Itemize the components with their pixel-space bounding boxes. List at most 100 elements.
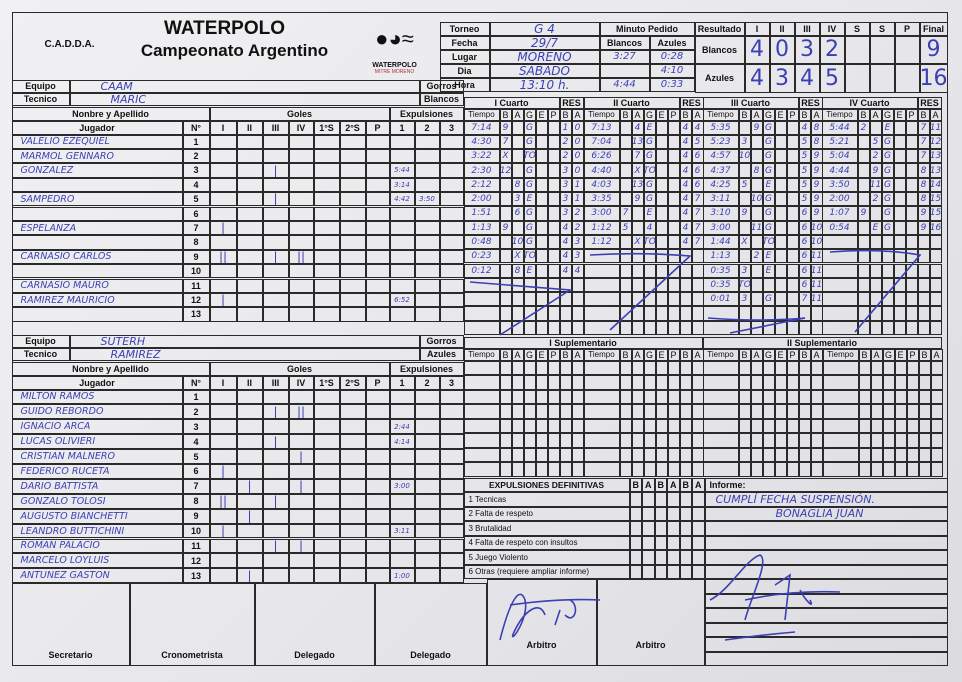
supplementary-cell (702, 375, 739, 390)
supplementary-cell (583, 447, 620, 462)
quarter-cell (619, 277, 632, 293)
informe-line (704, 637, 948, 652)
goal-tally (236, 553, 263, 569)
quarter-cell (547, 134, 560, 150)
quarter-cell: G (881, 220, 894, 235)
quarter-cell: 3:50 (821, 177, 858, 192)
jugador-header: Jugador (11, 120, 183, 135)
match-value-fecha: 29/7 (489, 35, 600, 50)
goal-tally (365, 278, 390, 293)
supplementary-cell (667, 389, 680, 404)
supplementary-cell (655, 462, 668, 477)
supplementary-cell (786, 404, 799, 419)
quarter-cell: E (869, 220, 882, 235)
goal-tally (365, 307, 390, 322)
quarter-cell (774, 163, 787, 178)
supplementary-cell (762, 404, 775, 419)
supplementary-cell (738, 375, 751, 390)
player-name: FEDERICO RUCETA (11, 464, 183, 479)
quarter-col-header: Tiempo (463, 108, 500, 121)
goal-tally (365, 220, 390, 236)
supplementary-cell (786, 375, 799, 390)
goal-tally (313, 478, 340, 494)
supplementary-cell (631, 462, 644, 477)
supplementary-cell (822, 418, 859, 433)
quarter-cell: 2:00 (463, 192, 500, 207)
quarter-cell (535, 277, 548, 293)
expulsion-cell (692, 550, 705, 565)
quarter-cell: E (762, 263, 775, 278)
quarter-cell: 4:30 (463, 134, 500, 150)
exclusion-time (414, 220, 440, 236)
goal-tally (262, 134, 289, 149)
player-number: 2 (182, 148, 210, 164)
expulsion-cell (667, 492, 680, 507)
result-col-header: P (894, 21, 920, 36)
goal-tally (236, 206, 263, 221)
quarter-cell (905, 320, 918, 335)
exclusion-time (389, 148, 415, 164)
quarter-col-header: A (929, 108, 942, 121)
quarter-cell (893, 263, 906, 278)
goal-tally (209, 434, 237, 450)
goal-tally (365, 134, 390, 149)
res-header: RES (798, 96, 823, 109)
supplementary-cell (798, 447, 811, 462)
goal-tally: || (288, 404, 314, 420)
exclusion-time (414, 249, 440, 265)
coach-name: RAMIREZ (69, 347, 420, 361)
quarter-col-header: B (559, 348, 572, 361)
quarter-cell: 0:35 (702, 277, 739, 293)
quarter-cell: 5 (619, 220, 632, 235)
player-name: CARNASIO MAURO (11, 278, 183, 293)
supplementary-cell (559, 433, 572, 448)
quarter-cell (750, 234, 763, 250)
goal-tally (262, 206, 289, 221)
exclusion-time: 3:14 (389, 177, 415, 193)
supplementary-cell (906, 375, 919, 390)
supplementary-cell (750, 404, 763, 419)
signature-label: Cronometrista (161, 649, 223, 660)
supplementary-cell (619, 447, 632, 462)
player-name: VALELIO EZEQUIEL (11, 134, 183, 149)
goal-tally (262, 553, 289, 569)
informe-line (704, 579, 948, 594)
supplementary-cell (930, 418, 943, 433)
expulsion-cell (679, 506, 692, 521)
supplementary-cell (559, 418, 572, 433)
nombre-header: Nonbre y Apellido (11, 106, 210, 121)
quarter-cell (511, 134, 524, 150)
quarter-cell (619, 320, 632, 335)
exclusion-time (414, 163, 440, 178)
player-name: CRISTIAN MALNERO (11, 449, 183, 464)
goal-tally (236, 163, 263, 178)
supplementary-cell (786, 447, 799, 462)
goal-tally (209, 538, 237, 554)
quarter-cell: 6 (798, 263, 811, 278)
supplementary-cell (870, 418, 883, 433)
goal-tally (288, 434, 314, 450)
exp-col-header: 2 (414, 375, 440, 390)
supplementary-cell (535, 462, 548, 477)
quarter-cell (905, 234, 918, 250)
quarter-cell (774, 306, 787, 321)
quarter-cell: G (643, 177, 656, 192)
quarter-col-header: Tiempo (583, 108, 620, 121)
quarter-col-header: B (619, 348, 632, 361)
supplementary-cell (750, 375, 763, 390)
quarter-cell: 3 (559, 206, 572, 221)
expulsion-cell (667, 550, 680, 565)
expulsion-cell (654, 521, 667, 536)
quarter-cell: 2:12 (463, 177, 500, 192)
quarter-cell: 14 (929, 177, 942, 192)
goal-tally (365, 553, 390, 569)
goal-tally (339, 292, 366, 308)
supplementary-cell (858, 447, 871, 462)
quarter-cell (559, 320, 572, 335)
quarter-cell (857, 220, 870, 235)
goal-tally (262, 508, 289, 524)
quarter-cell: TO (643, 163, 656, 178)
quarter-cell: 5:35 (702, 120, 739, 135)
supplementary-cell (702, 447, 739, 462)
quarter-cell: X (511, 249, 524, 264)
